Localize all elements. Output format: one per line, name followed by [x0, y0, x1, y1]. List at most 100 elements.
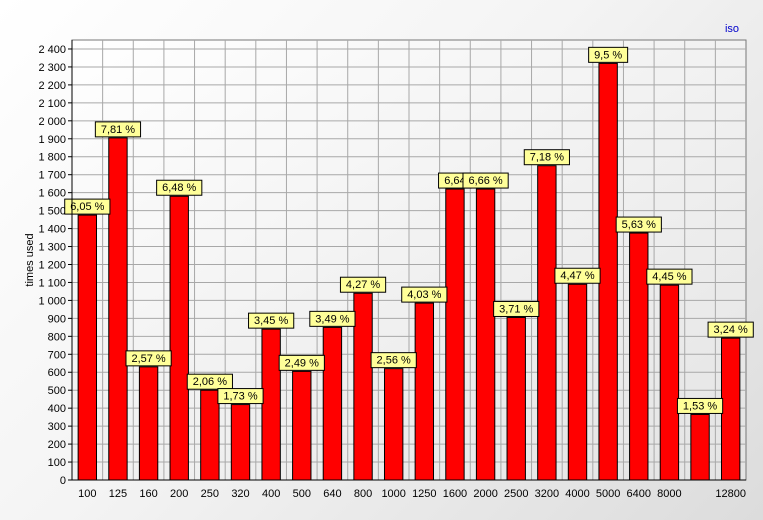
x-tick-label: 640: [323, 488, 341, 500]
x-tick-label: 1000: [381, 488, 405, 500]
y-tick-label: 200: [48, 439, 66, 451]
bar: [383, 368, 404, 481]
data-label: 4,03 %: [407, 289, 441, 301]
bar: [108, 137, 128, 481]
y-tick-label: 600: [48, 367, 66, 379]
data-label: 4,27 %: [346, 279, 380, 291]
bar: [598, 62, 618, 481]
bar: [77, 214, 98, 481]
x-tick-label: 2500: [504, 488, 528, 500]
y-tick-label: 1 300: [38, 242, 66, 254]
y-tick-label: 1 400: [38, 224, 66, 236]
x-tick-label: 100: [78, 488, 96, 500]
data-label: 2,06 %: [193, 376, 227, 388]
data-label: 1,73 %: [223, 391, 257, 403]
y-tick-label: 1 700: [38, 170, 66, 182]
data-label: 7,81 %: [101, 124, 135, 136]
y-tick-label: 0: [60, 475, 66, 487]
x-tick-label: 1600: [443, 488, 467, 500]
x-tick-label: 400: [262, 488, 280, 500]
x-tick-label: 800: [354, 488, 372, 500]
data-label-box: [217, 388, 264, 405]
data-labels: 6,05 % 7,81 % 2,57 % 6,48 % 2,06 % 1,73 % 3,45…: [64, 46, 754, 414]
bar: [322, 326, 343, 481]
data-label: 6,64: [444, 175, 465, 187]
data-label-box: [309, 310, 356, 327]
data-label: 7,18 %: [530, 152, 564, 164]
data-label-box: [339, 276, 387, 293]
y-tick-label: 1 000: [38, 295, 66, 307]
bar: [292, 370, 312, 481]
y-tick-label: 100: [48, 457, 66, 469]
bar: [200, 389, 220, 481]
y-axis-title: times used: [24, 233, 36, 286]
x-tick-label: 8000: [657, 488, 681, 500]
data-label: 3,49 %: [315, 313, 349, 325]
bar: [659, 284, 680, 481]
bar: [230, 404, 251, 481]
bar: [690, 413, 710, 481]
y-tick-label: 700: [48, 349, 66, 361]
x-tick-label: 200: [170, 488, 188, 500]
x-tick-label: 160: [139, 488, 157, 500]
y-tick-label: 1 200: [38, 259, 66, 271]
data-label-box: [401, 286, 448, 303]
y-tick-label: 500: [48, 385, 66, 397]
y-tick-label: 800: [48, 331, 66, 343]
x-tick-label: 125: [109, 488, 127, 500]
data-label-box: [588, 46, 629, 63]
data-label-box: [64, 198, 111, 215]
x-tick-label: 1250: [412, 488, 436, 500]
bar: [720, 337, 741, 481]
x-tick-label: 250: [201, 488, 219, 500]
data-label-box: [707, 321, 754, 338]
data-label: 2,57 %: [131, 353, 165, 365]
bar: [537, 165, 557, 481]
bar: [353, 292, 373, 481]
data-label-box: [462, 172, 509, 189]
data-label-box: [676, 397, 724, 414]
data-label: 5,63 %: [622, 219, 656, 231]
x-tick-label: 320: [231, 488, 249, 500]
data-label-box: [523, 149, 570, 166]
bar: [414, 302, 435, 481]
data-label: 4,45 %: [652, 271, 686, 283]
bar: [567, 283, 588, 481]
y-tick-label: 2 200: [38, 80, 66, 92]
data-label-box: [125, 350, 172, 367]
bar: [169, 195, 189, 481]
x-tick-label: 4000: [565, 488, 589, 500]
y-tick-label: 2 100: [38, 98, 66, 110]
data-label-box: [278, 354, 325, 371]
data-label: 3,45 %: [254, 315, 288, 327]
data-label: 1,53 %: [683, 400, 717, 412]
bar: [475, 188, 496, 481]
y-axis-ticks: 0 100 200 300 400 500 600 700 800 900 1 000 1 100 1 …: [38, 44, 72, 487]
y-tick-label: 1 100: [38, 277, 66, 289]
bar: [445, 188, 465, 481]
data-label: 6,48 %: [162, 182, 196, 194]
y-tick-label: 1 900: [38, 134, 66, 146]
data-label: 6,05 %: [70, 201, 104, 213]
x-tick-label: 3200: [535, 488, 559, 500]
data-label-box: [186, 373, 233, 390]
x-axis-ticks: 100 125 160 200 250 320 400 500 640 800 1000 1250 16…: [78, 488, 746, 500]
bars: [77, 62, 741, 481]
y-tick-label: 2 400: [38, 44, 66, 56]
y-tick-label: 400: [48, 403, 66, 415]
data-label-box: [554, 267, 601, 284]
y-tick-label: 1 800: [38, 152, 66, 164]
bar: [506, 316, 526, 481]
x-tick-label: 2000: [473, 488, 497, 500]
data-label-box: [156, 179, 203, 196]
x-tick-label: 5000: [596, 488, 620, 500]
data-label: 3,24 %: [714, 324, 748, 336]
bar: [629, 232, 649, 481]
y-tick-label: 900: [48, 313, 66, 325]
data-label: 9,5 %: [594, 49, 622, 61]
data-label: 6,66 %: [468, 175, 502, 187]
y-tick-label: 300: [48, 421, 66, 433]
data-label-box: [646, 268, 693, 285]
data-label-box: [248, 312, 295, 329]
